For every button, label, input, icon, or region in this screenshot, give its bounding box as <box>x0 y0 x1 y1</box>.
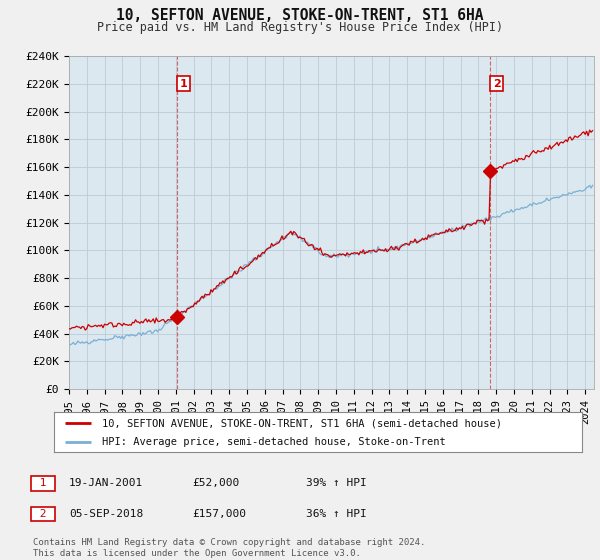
Text: 19-JAN-2001: 19-JAN-2001 <box>69 478 143 488</box>
Text: HPI: Average price, semi-detached house, Stoke-on-Trent: HPI: Average price, semi-detached house,… <box>101 437 445 447</box>
Text: 10, SEFTON AVENUE, STOKE-ON-TRENT, ST1 6HA (semi-detached house): 10, SEFTON AVENUE, STOKE-ON-TRENT, ST1 6… <box>101 418 502 428</box>
Text: 39% ↑ HPI: 39% ↑ HPI <box>306 478 367 488</box>
Text: 10, SEFTON AVENUE, STOKE-ON-TRENT, ST1 6HA: 10, SEFTON AVENUE, STOKE-ON-TRENT, ST1 6… <box>116 8 484 24</box>
Text: £157,000: £157,000 <box>192 509 246 519</box>
Text: £52,000: £52,000 <box>192 478 239 488</box>
Text: 36% ↑ HPI: 36% ↑ HPI <box>306 509 367 519</box>
Text: 05-SEP-2018: 05-SEP-2018 <box>69 509 143 519</box>
Text: 1: 1 <box>179 78 187 88</box>
Text: Price paid vs. HM Land Registry's House Price Index (HPI): Price paid vs. HM Land Registry's House … <box>97 21 503 34</box>
Text: 2: 2 <box>493 78 500 88</box>
Text: 2: 2 <box>33 509 53 519</box>
Text: 1: 1 <box>33 478 53 488</box>
Text: Contains HM Land Registry data © Crown copyright and database right 2024.
This d: Contains HM Land Registry data © Crown c… <box>33 538 425 558</box>
